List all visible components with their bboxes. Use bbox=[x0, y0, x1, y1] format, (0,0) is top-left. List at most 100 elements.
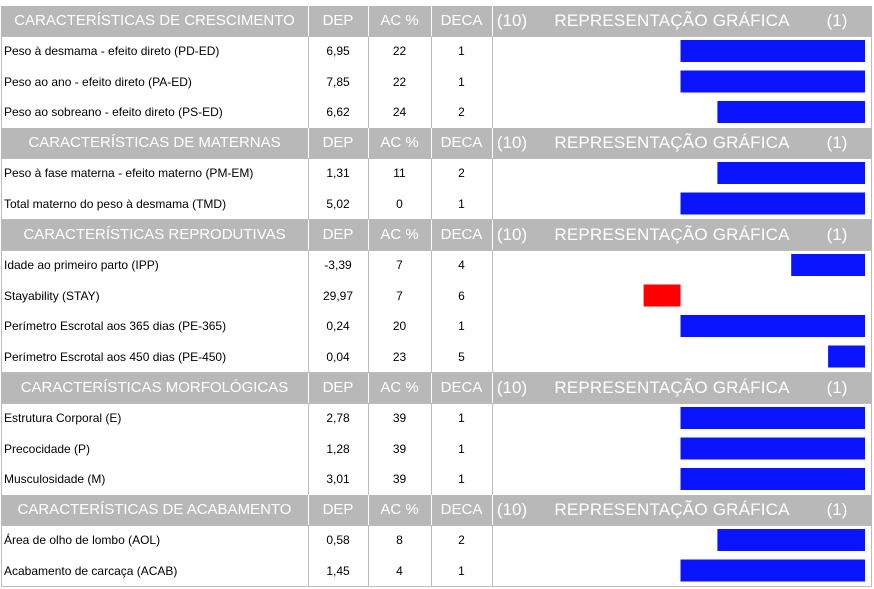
column-divider bbox=[492, 250, 493, 373]
table-row: Perímetro Escrotal aos 450 dias (PE-450)… bbox=[1, 342, 872, 373]
deca-value: 1 bbox=[458, 196, 465, 211]
table-row: Musculosidade (M) 3,01 39 1 bbox=[1, 464, 872, 495]
table-row: Peso ao ano - efeito direto (PA-ED) 7,85 2… bbox=[1, 67, 872, 98]
deca-column-header: DECA bbox=[440, 134, 483, 151]
ac-column-header: AC % bbox=[380, 379, 419, 396]
column-divider bbox=[308, 250, 309, 373]
trait-name: Precocidade (P) bbox=[4, 441, 91, 456]
ac-column-header: AC % bbox=[380, 134, 419, 151]
dep-column-header: DEP bbox=[322, 134, 354, 151]
dep-value: 2,78 bbox=[326, 411, 350, 425]
column-divider bbox=[492, 525, 493, 587]
column-divider bbox=[492, 403, 493, 496]
header-divider bbox=[308, 373, 309, 403]
deca-value: 5 bbox=[458, 349, 465, 364]
deca-value: 1 bbox=[458, 563, 465, 578]
ac-value: 23 bbox=[392, 349, 407, 364]
deca-value: 1 bbox=[458, 411, 465, 425]
deca-value: 1 bbox=[458, 74, 465, 89]
deca-value: 1 bbox=[458, 441, 465, 456]
graph-title: REPRESENTAÇÃO GRÁFICA bbox=[554, 11, 790, 30]
deca-value: 1 bbox=[458, 472, 465, 486]
deca-bar-acab bbox=[680, 559, 865, 582]
trait-name: Área de olho de lombo (AOL) bbox=[4, 533, 161, 547]
table-row: Peso ao sobreano - efeito direto (PS-ED)… bbox=[1, 97, 872, 128]
ac-value: 4 bbox=[396, 563, 403, 578]
deca-bar-pa-ed bbox=[680, 70, 865, 93]
ac-value: 39 bbox=[392, 411, 407, 425]
graph-scale-left: (10) bbox=[496, 225, 528, 244]
ac-column-header: AC % bbox=[380, 12, 419, 29]
deca-bar-stay bbox=[643, 284, 681, 307]
section-header: CARACTERÍSTICAS MORFOLÓGICAS DEP AC % DECA (… bbox=[1, 373, 872, 403]
ac-column-header: AC % bbox=[380, 501, 419, 518]
table-row: Acabamento de carcaça (ACAB) 1,45 4 1 bbox=[1, 556, 872, 587]
column-divider bbox=[368, 403, 369, 496]
trait-name: Idade ao primeiro parto (IPP) bbox=[4, 258, 159, 272]
header-divider bbox=[431, 495, 432, 525]
graph-scale-left: (10) bbox=[496, 11, 528, 30]
trait-name: Estrutura Corporal (E) bbox=[4, 411, 122, 425]
column-divider bbox=[308, 525, 309, 587]
graph-scale-right: (1) bbox=[826, 11, 848, 30]
ac-value: 22 bbox=[392, 44, 407, 58]
header-divider bbox=[368, 128, 369, 158]
section-title: CARACTERÍSTICAS DE MATERNAS bbox=[28, 134, 281, 151]
deca-bar-p bbox=[680, 437, 865, 460]
graph-scale-left: (10) bbox=[496, 500, 528, 519]
header-divider bbox=[431, 373, 432, 403]
trait-name: Perímetro Escrotal aos 365 dias (PE-365) bbox=[4, 319, 227, 333]
table-row: Estrutura Corporal (E) 2,78 39 1 bbox=[1, 403, 872, 434]
table-row: Peso à fase materna - efeito materno (PM… bbox=[1, 158, 872, 189]
deca-bar-e bbox=[680, 407, 865, 429]
trait-name: Peso ao ano - efeito direto (PA-ED) bbox=[4, 74, 192, 89]
header-divider bbox=[492, 6, 493, 36]
dep-column-header: DEP bbox=[322, 12, 354, 29]
dep-column-header: DEP bbox=[322, 501, 354, 518]
deca-bar-tmd bbox=[680, 192, 865, 215]
ac-value: 20 bbox=[392, 319, 407, 333]
deca-bar-pe-365 bbox=[680, 315, 865, 337]
section-title: CARACTERÍSTICAS MORFOLÓGICAS bbox=[20, 379, 289, 396]
deca-value: 1 bbox=[458, 319, 465, 333]
deca-value: 6 bbox=[458, 288, 465, 303]
column-divider bbox=[431, 525, 432, 587]
column-divider bbox=[308, 36, 309, 129]
table-row: Stayability (STAY) 29,97 7 6 bbox=[1, 281, 872, 312]
header-divider bbox=[431, 128, 432, 158]
table-row: Total materno do peso à desmama (TMD) 5,0… bbox=[1, 189, 872, 220]
header-divider bbox=[368, 6, 369, 36]
ac-value: 39 bbox=[392, 472, 407, 486]
deca-bar-pm-em bbox=[717, 162, 865, 184]
ac-value: 7 bbox=[396, 258, 403, 272]
column-divider bbox=[368, 36, 369, 129]
graph-scale-right: (1) bbox=[826, 133, 848, 152]
dep-value: 0,04 bbox=[326, 349, 350, 364]
dep-value: 1,28 bbox=[326, 441, 350, 456]
graph-title: REPRESENTAÇÃO GRÁFICA bbox=[554, 378, 790, 397]
deca-bar-m bbox=[680, 468, 865, 490]
graph-title: REPRESENTAÇÃO GRÁFICA bbox=[554, 225, 790, 244]
trait-name: Peso à desmama - efeito direto (PD-ED) bbox=[4, 44, 220, 58]
ac-value: 0 bbox=[396, 196, 403, 211]
header-divider bbox=[308, 495, 309, 525]
column-divider bbox=[368, 525, 369, 587]
header-divider bbox=[368, 220, 369, 250]
trait-name: Stayability (STAY) bbox=[4, 288, 100, 303]
dep-value: 3,01 bbox=[326, 472, 350, 486]
column-divider bbox=[431, 158, 432, 220]
deca-value: 4 bbox=[458, 258, 465, 272]
ac-value: 24 bbox=[392, 105, 407, 119]
section-header: CARACTERÍSTICAS DE CRESCIMENTO DEP AC % DEC… bbox=[1, 6, 872, 36]
column-divider bbox=[492, 36, 493, 129]
section-title: CARACTERÍSTICAS REPRODUTIVAS bbox=[23, 226, 286, 243]
deca-bar-aol bbox=[717, 529, 865, 551]
graph-scale-right: (1) bbox=[826, 500, 848, 519]
header-divider bbox=[431, 6, 432, 36]
dep-value: 29,97 bbox=[322, 288, 354, 303]
dep-value: 0,24 bbox=[326, 319, 350, 333]
deca-value: 2 bbox=[458, 166, 465, 180]
trait-name: Peso à fase materna - efeito materno (PM… bbox=[4, 166, 254, 180]
deca-column-header: DECA bbox=[440, 226, 483, 243]
header-divider bbox=[431, 220, 432, 250]
